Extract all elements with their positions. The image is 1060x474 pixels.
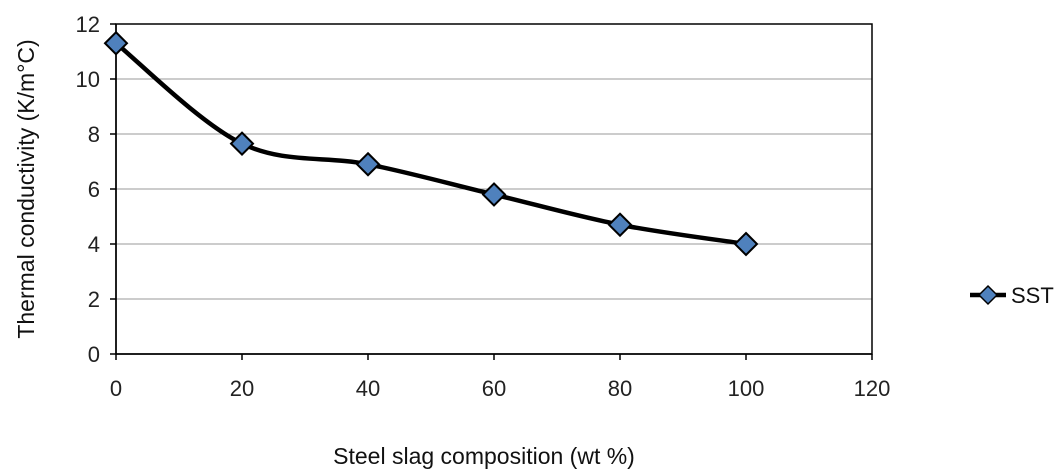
x-tick-label: 120 [854,376,891,401]
x-tick-label: 60 [482,376,506,401]
legend-label-sst: SST [1011,283,1054,308]
y-tick-label: 6 [88,177,100,202]
data-point-marker [103,30,129,56]
y-tick-label: 8 [88,122,100,147]
series-line-sst [113,41,749,247]
x-tick-label: 0 [110,376,122,401]
x-tick-label: 80 [608,376,632,401]
x-tick-labels: 0 20 40 60 80 100 120 [110,376,890,401]
y-tick-label: 0 [88,342,100,367]
y-tick-label: 4 [88,232,100,257]
data-point-marker [733,231,759,257]
x-axis-title: Steel slag composition (wt %) [333,443,635,469]
x-tick-label: 40 [356,376,380,401]
y-tick-label: 2 [88,287,100,312]
axes [110,23,873,360]
data-point-marker [481,182,507,207]
y-tick-label: 12 [76,12,100,37]
x-tick-label: 20 [230,376,254,401]
data-point-marker [229,131,255,157]
y-axis-title: Thermal conductivity (K/m°C) [13,39,39,338]
y-tick-labels: 0 2 4 6 8 10 12 [76,12,100,367]
series-markers-sst [103,30,759,257]
legend-marker-sst [977,284,999,306]
legend: SST [970,283,1054,308]
y-tick-label: 10 [76,67,100,92]
x-tick-label: 100 [728,376,765,401]
data-point-marker [355,151,381,177]
data-point-marker [607,212,633,238]
